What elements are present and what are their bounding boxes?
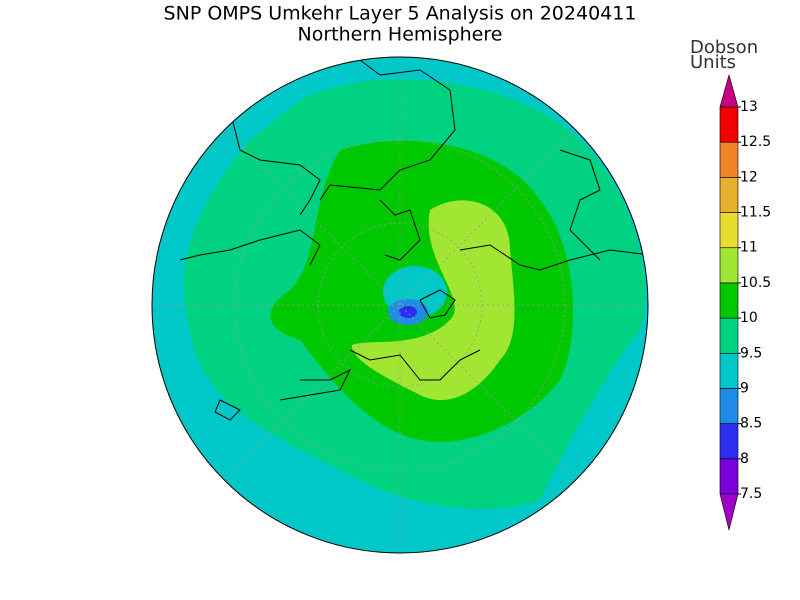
colorbar-label: Dobson Units bbox=[690, 37, 759, 73]
ozone-region bbox=[351, 200, 515, 401]
colorbar-band bbox=[719, 177, 739, 213]
colorbar-band bbox=[719, 106, 739, 143]
colorbar-tick-label: 11.5 bbox=[740, 205, 771, 221]
map-border bbox=[151, 56, 649, 554]
colorbar-tick-label: 10.5 bbox=[740, 275, 771, 291]
title: SNP OMPS Umkehr Layer 5 Analysis on 2024… bbox=[164, 3, 637, 25]
graticule bbox=[152, 57, 648, 553]
ozone-region bbox=[399, 306, 417, 318]
colorbar-band bbox=[719, 317, 739, 354]
colorbar-tick-label: 10 bbox=[740, 310, 758, 326]
colorbar-band bbox=[719, 388, 739, 424]
colorbar-tick-label: 8.5 bbox=[740, 416, 762, 432]
colorbar-band bbox=[719, 458, 739, 495]
colorbar-tick-label: 8 bbox=[740, 451, 749, 467]
colorbar-tick-label: 11 bbox=[740, 240, 758, 256]
colorbar-tick-label: 9.5 bbox=[740, 345, 762, 361]
colorbar-under bbox=[719, 493, 739, 531]
colorbar-band bbox=[719, 247, 739, 284]
colorbar-band bbox=[719, 212, 739, 249]
colorbar-tick-label: 12 bbox=[740, 169, 758, 185]
colorbar-tick-label: 12.5 bbox=[740, 134, 771, 150]
colorbar-over bbox=[719, 73, 739, 108]
coastlines bbox=[179, 59, 648, 421]
colorbar-tick-label: 7.5 bbox=[740, 486, 762, 502]
colorbar-band bbox=[719, 282, 739, 319]
subtitle: Northern Hemisphere bbox=[298, 24, 503, 46]
colorbar-band bbox=[719, 352, 739, 389]
colorbar-tick-label: 9 bbox=[740, 380, 749, 396]
colorbar-band bbox=[719, 423, 739, 460]
colorbar-band bbox=[719, 141, 739, 178]
colorbar-tick-label: 13 bbox=[740, 99, 758, 115]
colorbar: 7.5 8 8.5 9 9.5 10 10.5 11 11.5 12 12.5 13 bbox=[719, 73, 771, 531]
map bbox=[152, 57, 648, 553]
